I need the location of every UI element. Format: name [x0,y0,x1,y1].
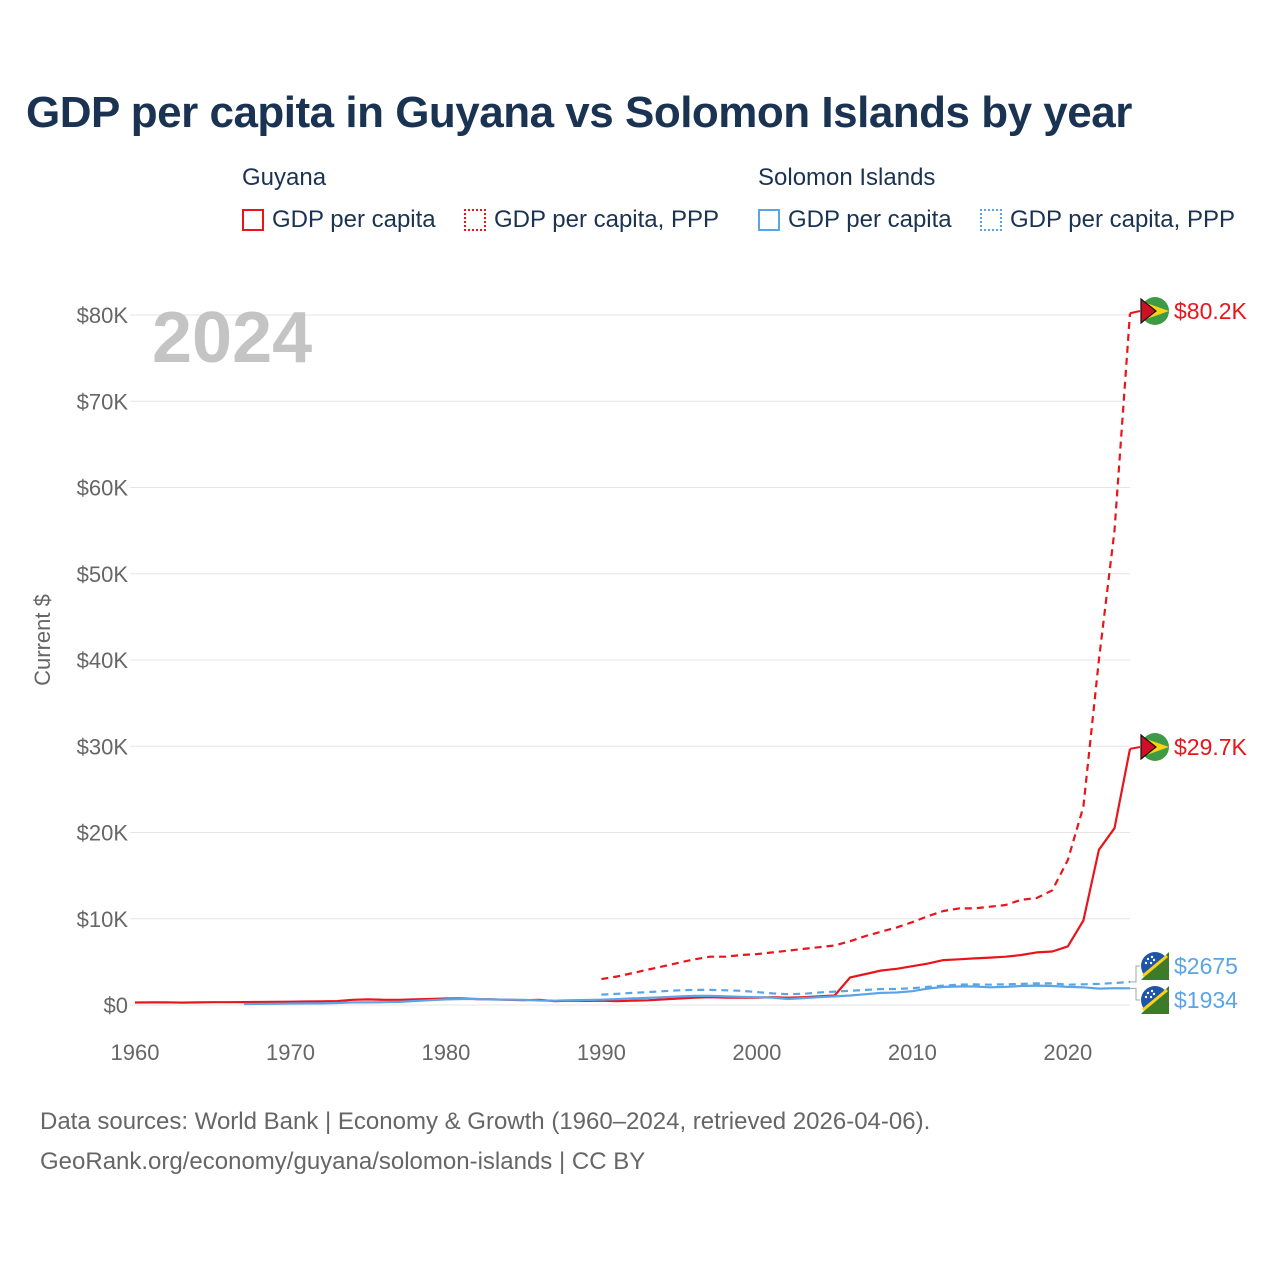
legend-group-solomon-islands: Solomon Islands [758,164,936,191]
y-tick-label: $80K [77,303,129,328]
footer-sources: Data sources: World Bank | Economy & Gro… [40,1108,931,1135]
end-value-label: $1934 [1174,987,1238,1013]
legend-label: GDP per capita, PPP [1010,206,1235,233]
legend-item-solomon-gdp-ppp[interactable]: GDP per capita, PPP [980,206,1235,234]
y-tick-label: $70K [77,389,129,414]
connector-line [1130,987,1140,1001]
x-tick-label: 1990 [577,1040,626,1065]
legend-item-solomon-gdp[interactable]: GDP per capita [758,206,952,234]
legend-label: GDP per capita [788,206,952,233]
y-tick-label: $50K [77,562,129,587]
grid-lines [130,314,1130,1006]
legend-item-guyana-gdp-ppp[interactable]: GDP per capita, PPP [464,206,719,234]
series-lines [134,313,1132,1006]
connector-line [1129,310,1141,315]
y-axis-ticks: $0 $10K $20K $30K $40K $50K $60K $70K $80K [77,303,129,1018]
chart-title: GDP per capita in Guyana vs Solomon Isla… [26,88,1132,137]
y-tick-label: $0 [104,993,128,1018]
x-tick-label: 1960 [111,1040,160,1065]
dotted-swatch-icon [980,209,1002,231]
connector-line [1130,965,1140,983]
y-tick-label: $10K [77,907,129,932]
x-tick-label: 2010 [888,1040,937,1065]
x-axis-ticks: 1960 1970 1980 1990 2000 2010 2020 [111,1040,1093,1065]
connector-line [1129,746,1141,750]
x-tick-label: 2000 [732,1040,781,1065]
x-tick-label: 1970 [266,1040,315,1065]
legend-item-guyana-gdp[interactable]: GDP per capita [242,206,436,234]
y-tick-label: $40K [77,648,129,673]
legend-group-guyana: Guyana [242,164,327,191]
solomon-islands-flag-icon [1141,952,1169,980]
footer-attribution[interactable]: GeoRank.org/economy/guyana/solomon-islan… [40,1148,646,1175]
solid-swatch-icon [242,209,264,231]
end-labels: $80.2K $29.7K $2675 $1934 [1129,297,1248,1014]
series-line-1 [601,313,1132,981]
y-tick-label: $20K [77,821,129,846]
legend-label: GDP per capita [272,206,436,233]
solid-swatch-icon [758,209,780,231]
solomon-islands-flag-icon [1141,986,1169,1014]
year-watermark: 2024 [152,298,312,378]
series-line-0 [134,748,1132,1004]
guyana-flag-icon [1140,297,1169,325]
x-tick-label: 1980 [421,1040,470,1065]
y-tick-label: $30K [77,734,129,759]
x-tick-label: 2020 [1043,1040,1092,1065]
end-value-label: $2675 [1174,953,1238,979]
legend-label: GDP per capita, PPP [494,206,719,233]
dotted-swatch-icon [464,209,486,231]
guyana-flag-icon [1140,733,1169,761]
series-line-2 [243,984,1131,1006]
y-tick-label: $60K [77,476,129,501]
y-axis-label: Current $ [30,594,55,686]
end-value-label: $80.2K [1174,298,1248,324]
series-line-3 [601,980,1131,996]
end-value-label: $29.7K [1174,734,1248,760]
